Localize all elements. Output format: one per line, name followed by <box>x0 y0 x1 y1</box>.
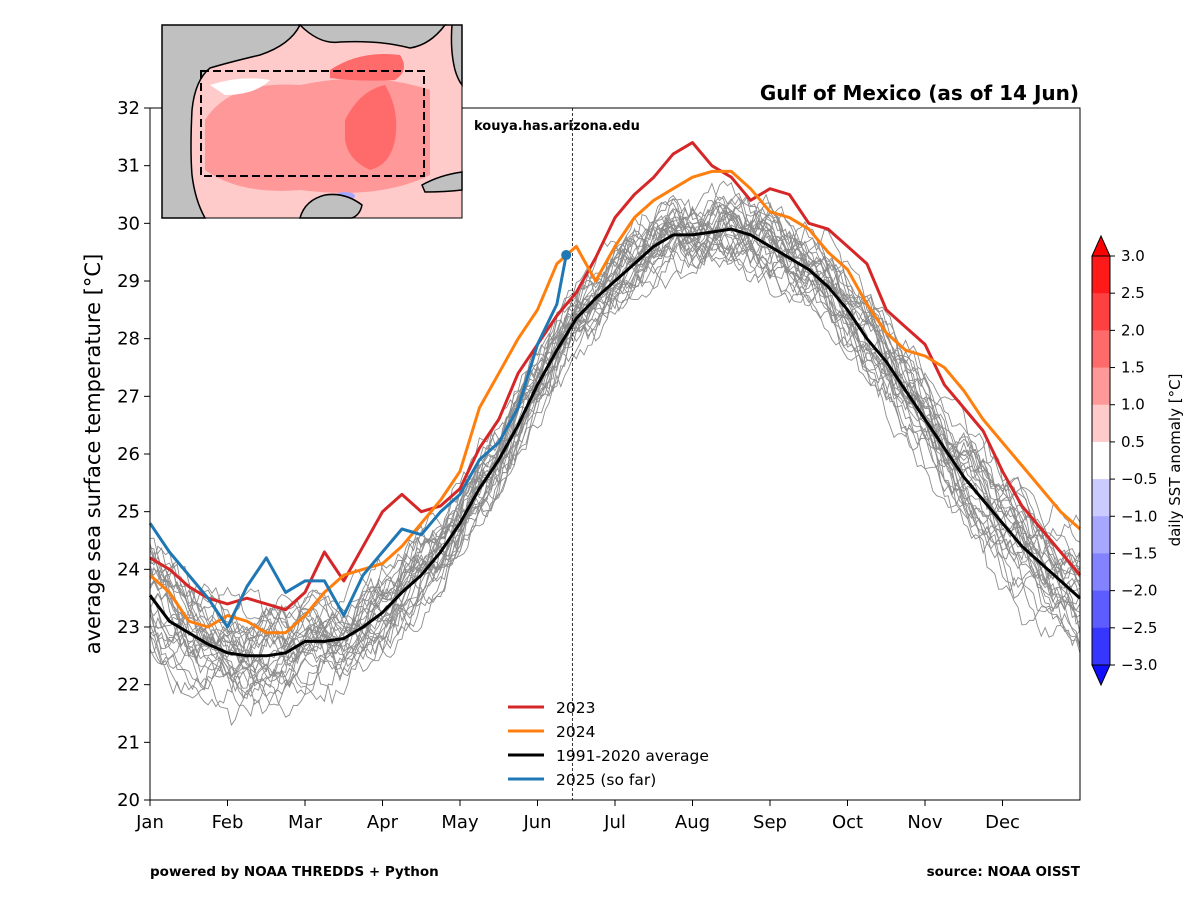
chart-title: Gulf of Mexico (as of 14 Jun) <box>760 81 1079 105</box>
colorbar-tick-label: 3.0 <box>1121 247 1145 265</box>
colorbar-band <box>1092 516 1110 554</box>
y-tick-label: 32 <box>117 98 140 119</box>
colorbar-band <box>1092 627 1110 666</box>
series-line-average <box>148 227 1081 658</box>
colorbar-band <box>1092 367 1110 406</box>
historical-year-line <box>149 235 1081 727</box>
series-line-2023 <box>149 141 1082 612</box>
series-line-2024 <box>149 169 1081 635</box>
colorbar-tick-label: 1.0 <box>1121 396 1145 414</box>
y-tick-label: 24 <box>117 559 140 580</box>
historical-year-line <box>149 219 1081 700</box>
latest-value-marker <box>561 250 572 261</box>
y-axis-label: average sea surface temperature [°C] <box>81 254 105 655</box>
y-tick-label: 21 <box>117 732 140 753</box>
historical-year-line <box>149 193 1081 659</box>
colorbar-tick-label: −2.5 <box>1121 619 1157 637</box>
historical-year-line <box>149 221 1081 693</box>
x-tick-label: May <box>441 812 479 833</box>
legend-label-2023: 2023 <box>556 699 595 717</box>
x-tick-label: Feb <box>212 812 244 833</box>
series-lines <box>148 141 1082 658</box>
colorbar-label: daily SST anomaly [°C] <box>1166 374 1184 547</box>
legend-label-2025: 2025 (so far) <box>556 771 656 789</box>
anomaly-field-north <box>330 54 404 81</box>
x-tick-label: Nov <box>907 812 942 833</box>
colorbar-tick-label: −2.0 <box>1121 582 1157 600</box>
colorbar-band <box>1092 441 1110 480</box>
averaging-region-box <box>200 70 425 177</box>
y-tick-label: 27 <box>117 386 140 407</box>
y-tick-label: 31 <box>117 156 140 177</box>
y-tick-label: 28 <box>117 329 140 350</box>
colorbar-band <box>1092 553 1110 592</box>
colorbar-tick-label: 2.5 <box>1121 284 1145 302</box>
land-yucatan <box>299 193 363 219</box>
colorbar-tick-label: 2.0 <box>1121 321 1145 339</box>
series-line-2025 <box>148 254 568 629</box>
y-tick-label: 30 <box>117 213 140 234</box>
x-axis: Jan Feb Mar Apr May Jun Jul Aug Sep Oct Nov Dec <box>135 800 1020 833</box>
colorbar-bands <box>1092 256 1110 666</box>
historical-years-lines <box>149 180 1081 727</box>
x-tick-label: Oct <box>832 812 863 833</box>
y-tick-label: 20 <box>117 790 140 811</box>
x-tick-label: Mar <box>288 812 323 833</box>
y-tick-label: 26 <box>117 444 140 465</box>
inset-map-frame <box>161 24 463 219</box>
colorbar-tick-label: −3.0 <box>1121 656 1157 674</box>
y-axis: 20 21 22 23 24 25 26 27 28 29 30 31 32 <box>117 98 150 811</box>
y-tick-label: 23 <box>117 617 140 638</box>
x-tick-label: Jun <box>522 812 551 833</box>
colorbar-band <box>1092 293 1110 331</box>
historical-year-line <box>149 209 1081 689</box>
colorbar-tick-label: −1.5 <box>1121 544 1157 562</box>
colorbar-band <box>1092 404 1110 443</box>
credit-left: powered by NOAA THREDDS + Python <box>150 864 439 880</box>
colorbar-band <box>1092 479 1110 517</box>
anomaly-colorbar: 3.0 2.5 2.0 1.5 1.0 0.5 −0.5 −1.0 −1.5 −2.0 −2.5 −3… <box>1091 234 1184 687</box>
y-tick-label: 22 <box>117 675 140 696</box>
historical-year-line <box>149 205 1081 673</box>
colorbar-band <box>1092 590 1110 629</box>
x-tick-label: Apr <box>367 812 399 833</box>
legend: 2023 2024 1991-2020 average 2025 (so far… <box>508 699 709 789</box>
legend-label-2024: 2024 <box>556 723 595 741</box>
historical-year-line <box>149 225 1081 715</box>
colorbar-band <box>1092 256 1110 294</box>
colorbar-band <box>1092 330 1110 369</box>
colorbar-tick-label: −0.5 <box>1121 470 1157 488</box>
colorbar-ticks: 3.0 2.5 2.0 1.5 1.0 0.5 −0.5 −1.0 −1.5 −2.0 −2.5 −3… <box>1110 247 1157 674</box>
x-tick-label: Dec <box>985 812 1020 833</box>
x-tick-label: Jan <box>135 812 164 833</box>
x-tick-label: Jul <box>603 812 626 833</box>
anomaly-field-strong <box>345 85 397 170</box>
land-mexico-texas <box>161 24 302 219</box>
land-florida <box>445 24 463 88</box>
colorbar-frame <box>1091 255 1111 666</box>
colorbar-tick-label: 0.5 <box>1121 433 1145 451</box>
x-tick-label: Sep <box>753 812 787 833</box>
y-tick-label: 25 <box>117 502 140 523</box>
land-us-gulf-coast <box>298 24 447 49</box>
y-tick-label: 29 <box>117 271 140 292</box>
legend-label-average: 1991-2020 average <box>556 747 709 765</box>
colorbar-tick-label: 1.5 <box>1121 359 1145 377</box>
inset-map <box>161 24 463 219</box>
historical-year-line <box>149 180 1081 638</box>
anomaly-field-neutral <box>210 78 270 95</box>
x-tick-label: Aug <box>675 812 710 833</box>
historical-year-line <box>149 198 1081 648</box>
colorbar-tick-label: −1.0 <box>1121 507 1157 525</box>
credit-right: source: NOAA OISST <box>927 864 1081 880</box>
watermark-text: kouya.has.arizona.edu <box>474 119 640 134</box>
